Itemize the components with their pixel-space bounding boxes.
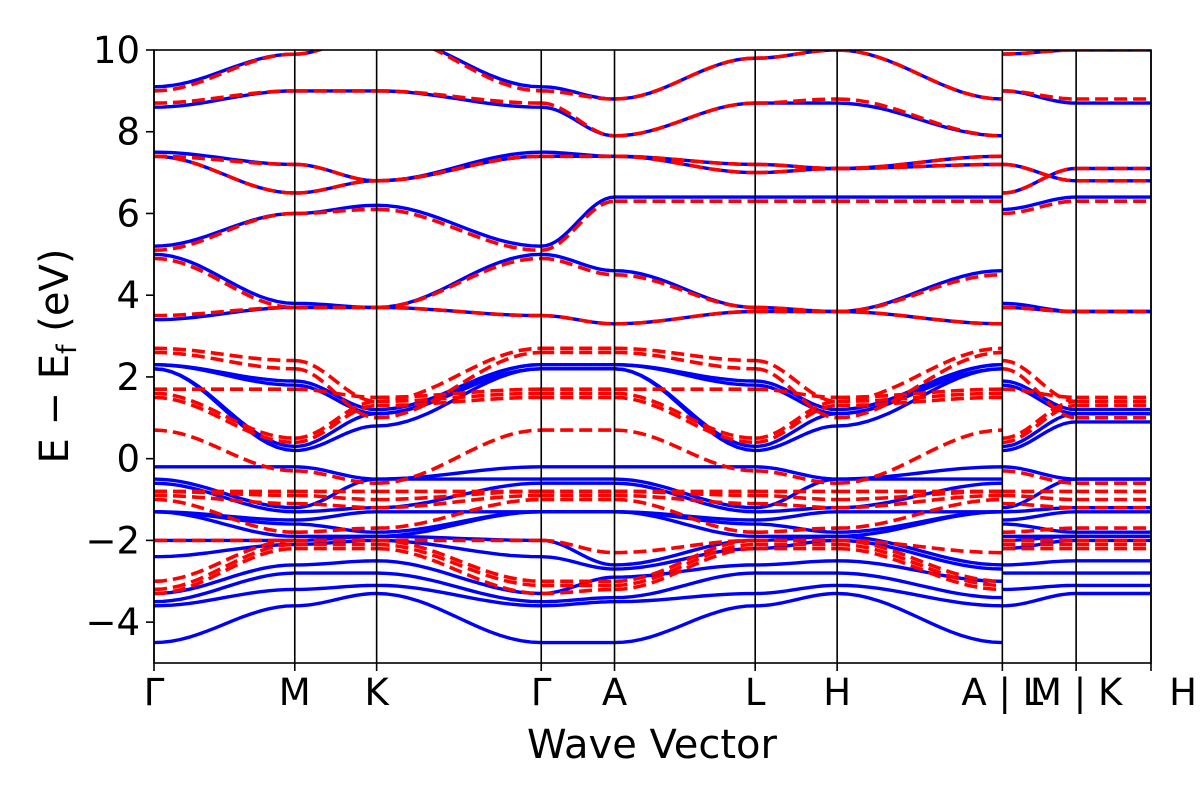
x-tick-label: H [823,671,851,714]
y-tick-label: −2 [85,519,140,562]
x-tick-label: A [602,671,627,714]
bands-layer [154,50,1151,645]
x-tick-label: A | L [961,671,1043,714]
y-tick-label: 2 [116,356,140,399]
y-tick-label: 0 [116,438,140,481]
band-line [154,559,1151,596]
band-line [154,489,1151,502]
band-line [154,195,1151,248]
x-tick-label: Γ [144,671,165,714]
band-line [154,89,1151,138]
x-tick-label: H [1169,671,1197,714]
band-line [154,199,1151,252]
band-line [154,538,1151,555]
band-line [154,154,1151,195]
y-axis-label: E − Ef (eV) [32,249,83,464]
red-dashed-bands [154,50,1151,596]
y-tick-label: 6 [116,192,140,235]
x-axis-ticks: Γ M K Γ A L H A | LM | K H [144,663,1197,714]
band-line [154,542,1151,592]
band-line [154,154,1151,183]
band-line [154,252,1151,314]
band-line [154,346,1151,404]
x-tick-label: Γ [531,671,552,714]
y-axis-ticks: −4 −2 0 2 4 6 8 10 [85,29,154,644]
band-line [154,546,1151,596]
x-tick-label: K [364,671,390,714]
y-tick-label: 8 [116,111,140,154]
band-line [154,465,1151,481]
band-line [154,583,1151,608]
band-line [154,510,1151,522]
band-line [154,571,1151,604]
band-line [154,256,1151,314]
band-line [154,350,1151,420]
y-tick-label: 4 [116,274,140,317]
band-line [154,395,1151,445]
x-tick-label: L [745,671,766,714]
band-line [154,50,1151,101]
y-tick-label: −4 [85,601,140,644]
x-tick-label: M | K [1030,671,1124,714]
band-line [154,493,1151,510]
x-axis-label: Wave Vector [527,722,778,768]
y-axis-label-subscript: f [52,343,83,354]
y-tick-label: 10 [93,29,140,72]
band-line [154,428,1151,485]
plot-frame [153,49,1152,664]
band-line [154,391,1151,440]
band-line [154,497,1151,534]
band-line [154,591,1151,645]
band-line [154,305,1151,326]
high-symmetry-lines [153,50,1152,663]
band-line [154,154,1151,195]
x-tick-label: M [279,671,311,714]
y-axis-label-unit: (eV) [32,249,78,345]
